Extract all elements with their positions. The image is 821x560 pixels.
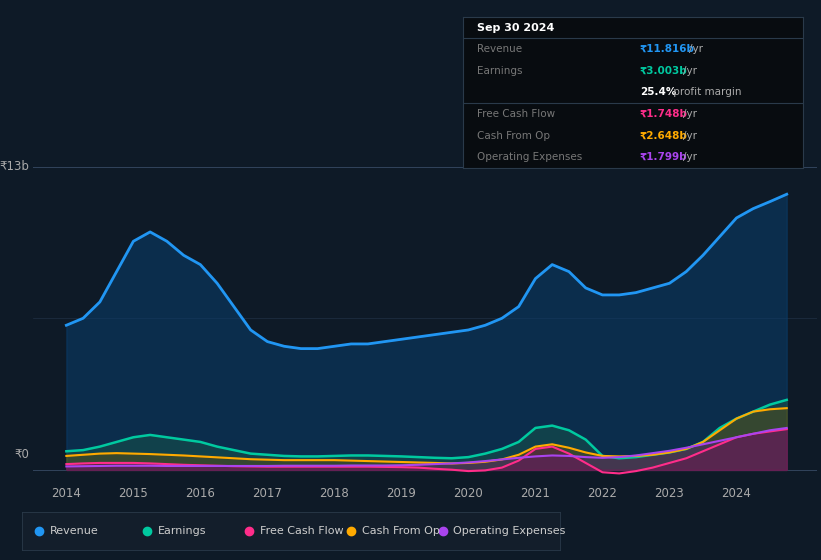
Text: Sep 30 2024: Sep 30 2024 <box>477 22 554 32</box>
Text: ₹11.816b: ₹11.816b <box>640 44 695 54</box>
Text: ₹2.648b: ₹2.648b <box>640 130 688 141</box>
Text: /yr: /yr <box>682 109 696 119</box>
Text: ₹3.003b: ₹3.003b <box>640 66 687 76</box>
Text: Free Cash Flow: Free Cash Flow <box>477 109 555 119</box>
Text: Revenue: Revenue <box>477 44 522 54</box>
Text: Revenue: Revenue <box>50 526 99 536</box>
Text: /yr: /yr <box>689 44 703 54</box>
Text: Cash From Op: Cash From Op <box>362 526 440 536</box>
Text: Cash From Op: Cash From Op <box>477 130 549 141</box>
Text: Operating Expenses: Operating Expenses <box>453 526 566 536</box>
Text: 25.4%: 25.4% <box>640 87 677 97</box>
Text: Operating Expenses: Operating Expenses <box>477 152 582 162</box>
Text: ₹0: ₹0 <box>14 447 29 461</box>
Text: ₹1.799b: ₹1.799b <box>640 152 687 162</box>
Text: /yr: /yr <box>682 130 696 141</box>
Text: Earnings: Earnings <box>477 66 522 76</box>
Text: Earnings: Earnings <box>158 526 206 536</box>
Text: /yr: /yr <box>682 152 696 162</box>
Text: profit margin: profit margin <box>671 87 742 97</box>
Text: /yr: /yr <box>682 66 696 76</box>
Text: ₹1.748b: ₹1.748b <box>640 109 688 119</box>
Text: Free Cash Flow: Free Cash Flow <box>260 526 343 536</box>
Text: ₹13b: ₹13b <box>0 160 29 172</box>
